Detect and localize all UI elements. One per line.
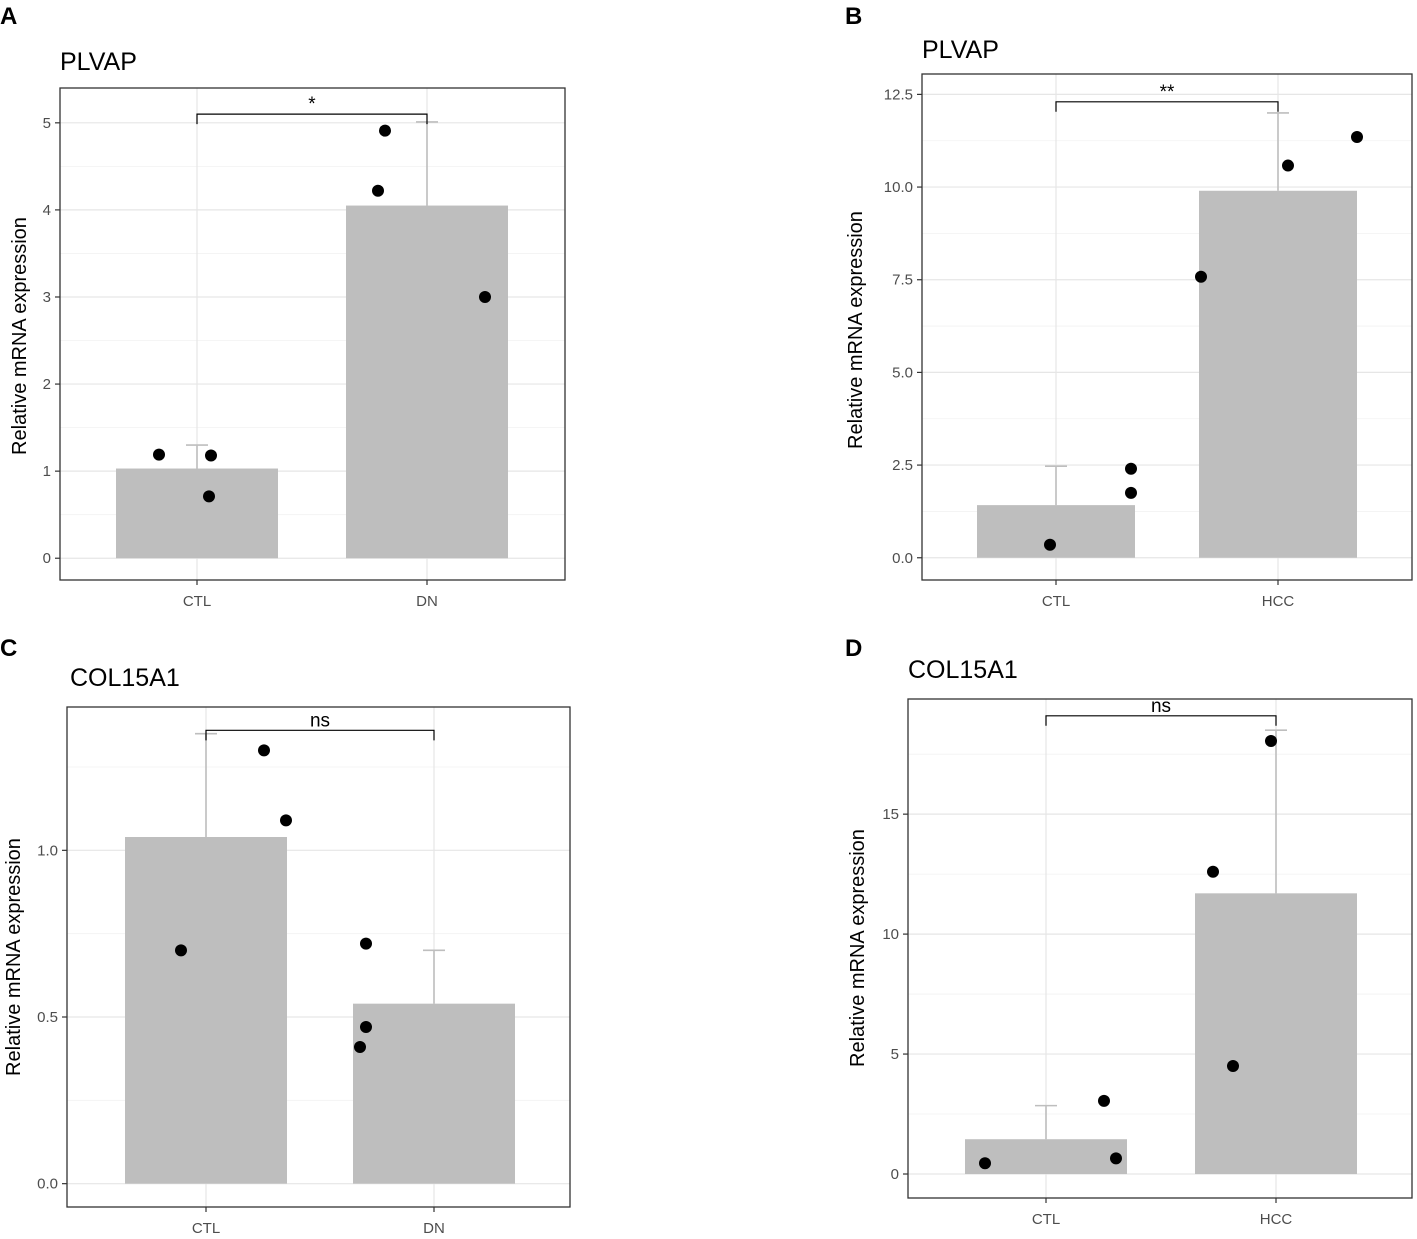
significance-label: ns [1151, 696, 1171, 717]
x-tick-label: CTL [183, 593, 211, 610]
data-point-hcc [1195, 270, 1207, 283]
panel-letter-c: C [0, 635, 17, 662]
y-tick-label: 0.0 [892, 550, 913, 567]
panel-border [907, 698, 1413, 1199]
significance-label: ** [1160, 82, 1175, 103]
x-tick-label: CTL [192, 1220, 220, 1237]
data-point-hcc [1207, 865, 1219, 878]
panel-letter-d: D [845, 635, 862, 662]
bar-hcc [1199, 190, 1357, 558]
data-point-ctl [1044, 538, 1056, 551]
data-point-ctl [979, 1157, 991, 1170]
bar-ctl [125, 837, 287, 1184]
data-point-dn [354, 1041, 366, 1053]
y-tick-label: 0.5 [37, 1009, 58, 1026]
data-point-dn [379, 124, 391, 137]
bar-ctl [977, 505, 1135, 558]
chart-title-d: COL15A1 [908, 656, 1018, 684]
significance-label: * [308, 94, 316, 115]
data-point-ctl [205, 449, 217, 462]
y-tick-label: 0 [891, 1166, 899, 1183]
y-tick-label: 4 [43, 202, 51, 219]
data-point-dn [372, 184, 384, 197]
bar-ctl [965, 1139, 1127, 1175]
data-point-ctl [1098, 1094, 1110, 1107]
x-tick-label: CTL [1032, 1211, 1060, 1228]
chart-title-a: PLVAP [60, 48, 137, 76]
plot-area-a: * 0 1 2 3 4 5 CTL DN [43, 87, 566, 610]
data-point-hcc [1282, 159, 1294, 172]
y-tick-label: 0 [43, 550, 51, 567]
bar-ctl [116, 468, 278, 559]
panel-border [66, 706, 571, 1208]
panel-border [921, 73, 1413, 581]
data-point-ctl [153, 448, 165, 461]
bar-dn [353, 1003, 515, 1184]
y-tick-label: 3 [43, 289, 51, 306]
x-tick-label: CTL [1042, 593, 1070, 610]
data-point-hcc [1265, 734, 1277, 747]
bar-dn [346, 205, 508, 559]
bar-hcc [1195, 893, 1357, 1175]
data-point-hcc [1351, 131, 1363, 144]
y-tick-label: 5.0 [892, 364, 913, 381]
plot-area-d: ns 0 5 10 15 CTL HCC [882, 696, 1413, 1228]
panel-letter-b: B [845, 3, 862, 30]
significance-bracket [196, 113, 428, 125]
y-tick-label: 15 [882, 806, 899, 823]
x-tick-label: DN [416, 593, 438, 610]
y-axis-label-b: Relative mRNA expression [845, 211, 867, 449]
x-tick-label: HCC [1262, 593, 1295, 610]
panel-border [59, 87, 566, 581]
y-tick-label: 5 [43, 115, 51, 132]
data-point-dn [360, 937, 372, 950]
x-tick-label: DN [423, 1220, 445, 1237]
y-axis-label-a: Relative mRNA expression [9, 217, 31, 455]
y-tick-label: 1.0 [37, 842, 58, 859]
y-tick-label: 1 [43, 463, 51, 480]
data-point-ctl [1110, 1152, 1122, 1165]
data-point-ctl [1125, 462, 1137, 475]
y-tick-label: 10.0 [884, 179, 913, 196]
plot-area-c: ns 0.0 0.5 1.0 CTL DN [37, 706, 571, 1237]
data-point-ctl [175, 944, 187, 957]
y-tick-label: 12.5 [884, 86, 913, 103]
y-tick-label: 2 [43, 376, 51, 393]
chart-title-c: COL15A1 [70, 664, 180, 692]
significance-bracket [1045, 715, 1277, 726]
panel-letter-a: A [0, 3, 17, 30]
y-axis-label-c: Relative mRNA expression [3, 838, 25, 1076]
chart-title-b: PLVAP [922, 36, 999, 64]
y-axis-label-d: Relative mRNA expression [847, 829, 869, 1067]
data-point-ctl [203, 490, 215, 503]
significance-bracket [205, 729, 435, 741]
data-point-ctl [280, 814, 292, 827]
y-tick-label: 0.0 [37, 1176, 58, 1193]
plot-area-b: ** 0.0 2.5 5.0 7.5 10.0 12.5 CTL HCC [884, 73, 1413, 610]
data-point-hcc [1227, 1060, 1239, 1073]
x-tick-label: HCC [1260, 1211, 1293, 1228]
y-tick-label: 10 [882, 926, 899, 943]
y-tick-label: 5 [891, 1046, 899, 1063]
data-point-dn [360, 1021, 372, 1033]
significance-label: ns [310, 710, 330, 731]
y-tick-label: 7.5 [892, 272, 913, 289]
data-point-ctl [1125, 486, 1137, 499]
significance-bracket [1055, 101, 1279, 112]
data-point-ctl [258, 744, 270, 757]
y-tick-label: 2.5 [892, 457, 913, 474]
data-point-dn [479, 290, 491, 303]
